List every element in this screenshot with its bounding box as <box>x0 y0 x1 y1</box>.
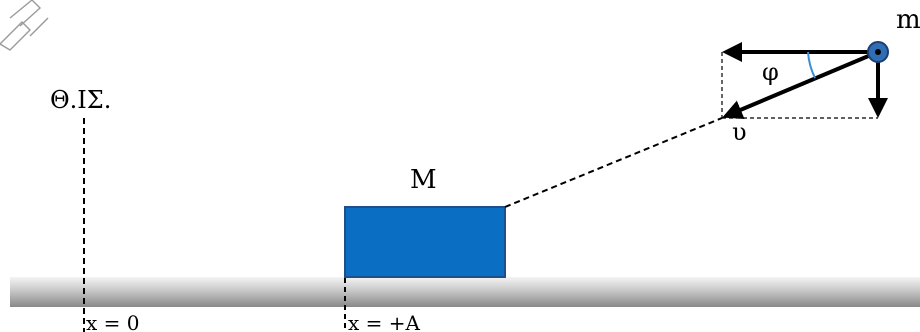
label-x-amplitude: x = +A <box>348 311 421 332</box>
label-x-zero: x = 0 <box>86 311 139 332</box>
block-M <box>344 206 506 278</box>
trajectory-line <box>504 117 723 208</box>
velocity-arrow <box>722 50 879 120</box>
ball-center <box>875 49 881 55</box>
label-angle: φ <box>762 58 779 86</box>
label-equilibrium: Θ.ΙΣ. <box>50 86 111 114</box>
ground <box>10 277 920 307</box>
label-m: m <box>896 5 920 35</box>
label-block-M: M <box>410 165 437 195</box>
label-velocity: υ <box>732 118 747 146</box>
corner-logo <box>0 0 49 51</box>
angle-arc <box>807 51 816 79</box>
